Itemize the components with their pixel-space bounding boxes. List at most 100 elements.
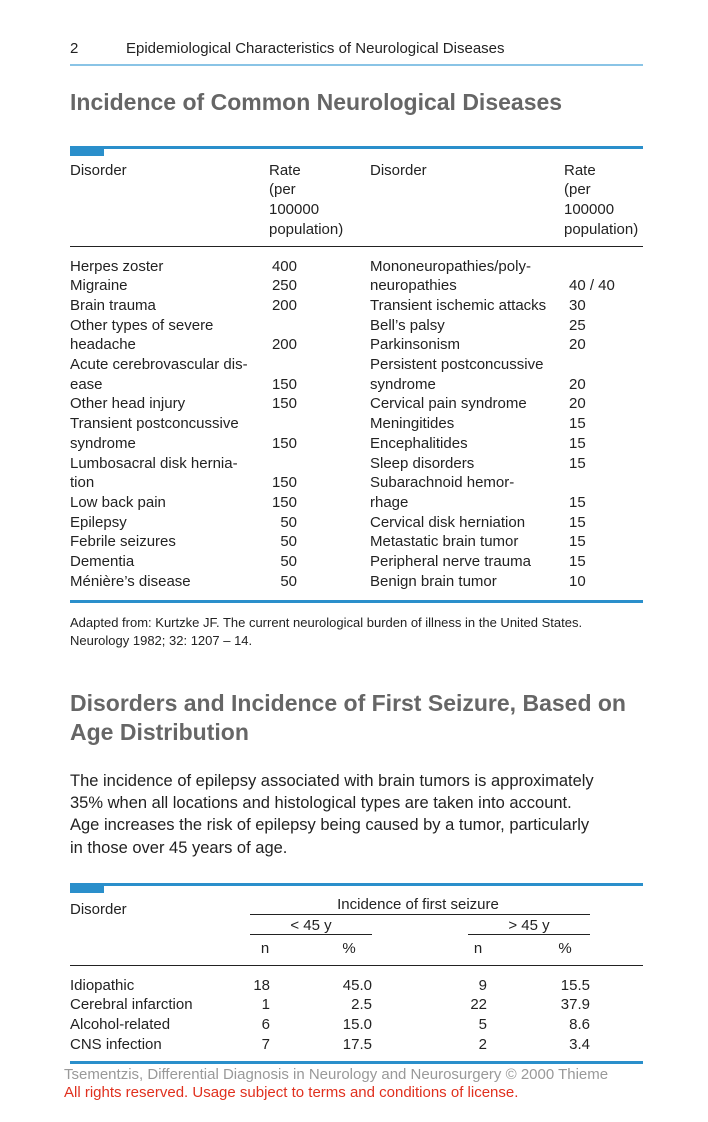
page-number: 2 <box>70 39 79 57</box>
header-rule <box>70 64 643 66</box>
rate-cell: 15 <box>569 533 586 551</box>
group-rule <box>250 914 590 915</box>
disorder-cell: Encephalitides <box>370 434 468 452</box>
value-cell: 37.9 <box>560 996 590 1014</box>
disorder-cell: Febrile seizures <box>70 533 176 551</box>
value-cell: 1 <box>261 996 270 1014</box>
disorder-cell: Cervical pain syndrome <box>370 395 527 413</box>
rate-cell: 150 <box>271 434 297 452</box>
disorder-cell: Transient postconcussive <box>70 415 239 433</box>
disorder-cell: Alcohol-related <box>70 1015 171 1033</box>
disorder-cell: Benign brain tumor <box>370 572 497 590</box>
disorder-cell: Parkinsonism <box>370 336 461 354</box>
disorder-cell: Cerebral infarction <box>70 996 193 1014</box>
disorder-cell: Idiopathic <box>70 976 135 994</box>
disorder-cell: Acute cerebrovascular dis- <box>70 356 248 373</box>
column-header: (per <box>269 181 296 199</box>
value-cell: 15.0 <box>342 1015 372 1033</box>
table-tab <box>70 146 104 156</box>
rate-cell: 15 <box>569 415 586 433</box>
table-rule <box>70 965 643 966</box>
column-header: 100000 <box>269 200 320 218</box>
section-title: Disorders and Incidence of First Seizure… <box>70 689 626 716</box>
disorder-cell: rhage <box>370 493 409 511</box>
rate-cell: 150 <box>271 474 297 492</box>
table-rule <box>70 246 643 247</box>
rate-cell: 50 <box>280 553 297 570</box>
value-cell: 2 <box>478 1035 487 1053</box>
disorder-cell: Cervical disk herniation <box>370 513 526 531</box>
rate-cell: 150 <box>271 375 297 393</box>
subheader: n <box>260 939 270 957</box>
column-header: (per <box>564 181 591 199</box>
disorder-cell: syndrome <box>70 434 136 452</box>
disorder-cell: Migraine <box>70 277 128 295</box>
value-cell: 18 <box>253 976 270 994</box>
paragraph-line: The incidence of epilepsy associated wit… <box>70 771 594 790</box>
column-header: Disorder <box>70 161 127 179</box>
disorder-cell: Herpes zoster <box>70 257 164 275</box>
table-top-bar <box>70 146 643 149</box>
running-title: Epidemiological Characteristics of Neuro… <box>126 39 505 57</box>
disorder-cell: Dementia <box>70 553 135 570</box>
rate-cell: 15 <box>569 493 586 511</box>
section-title: Incidence of Common Neurological Disease… <box>70 88 563 115</box>
column-header: Rate <box>269 161 301 179</box>
rate-cell: 20 <box>569 395 586 413</box>
rate-cell: 400 <box>271 257 297 275</box>
paragraph-line: 35% when all locations and histological … <box>70 794 572 813</box>
rate-cell: 20 <box>569 375 586 393</box>
paragraph-line: Age increases the risk of epilepsy being… <box>70 816 590 835</box>
value-cell: 8.6 <box>569 1015 590 1033</box>
disorder-cell: neuropathies <box>370 277 457 295</box>
subheader: n <box>473 939 483 957</box>
value-cell: 2.5 <box>351 996 372 1014</box>
rate-cell: 15 <box>569 434 586 452</box>
disorder-cell: Meningitides <box>370 415 455 433</box>
rate-cell: 15 <box>569 454 586 472</box>
disorder-cell: tion <box>70 474 95 492</box>
rate-cell: 200 <box>271 336 297 354</box>
rate-cell: 200 <box>271 296 297 314</box>
footer-rights: All rights reserved. Usage subject to te… <box>64 1083 519 1101</box>
rate-cell: 15 <box>569 513 586 531</box>
rate-cell: 15 <box>569 553 586 570</box>
rate-cell: 50 <box>280 572 297 590</box>
age-header: < 45 y <box>290 916 332 934</box>
age-rule <box>468 934 590 935</box>
column-header: Disorder <box>70 900 127 918</box>
footer-copyright: Tsementzis, Differential Diagnosis in Ne… <box>64 1065 609 1083</box>
disorder-cell: headache <box>70 336 136 354</box>
section-title: Age Distribution <box>70 718 249 745</box>
disorder-cell: syndrome <box>370 375 436 393</box>
value-cell: 9 <box>478 976 487 994</box>
column-header: 100000 <box>564 200 615 218</box>
disorder-cell: Mononeuropathies/poly- <box>370 257 531 275</box>
disorder-cell: Other head injury <box>70 395 186 413</box>
disorder-cell: Metastatic brain tumor <box>370 533 519 551</box>
disorder-cell: Subarachnoid hemor- <box>370 474 515 492</box>
paragraph-line: in those over 45 years of age. <box>70 838 288 857</box>
disorder-cell: Ménière’s disease <box>70 572 191 590</box>
rate-cell: 30 <box>569 296 586 314</box>
subheader: % <box>558 939 572 957</box>
disorder-cell: Other types of severe <box>70 316 214 334</box>
disorder-cell: Transient ischemic attacks <box>370 296 547 314</box>
table-bottom-bar <box>70 1061 643 1064</box>
rate-cell: 150 <box>271 493 297 511</box>
subheader: % <box>342 939 356 957</box>
disorder-cell: Sleep disorders <box>370 454 475 472</box>
table-top-bar <box>70 883 643 886</box>
table-bottom-bar <box>70 600 643 603</box>
rate-cell: 40 / 40 <box>569 277 615 295</box>
group-header: Incidence of first seizure <box>337 895 499 913</box>
age-header: > 45 y <box>508 916 550 934</box>
disorder-cell: Low back pain <box>70 493 166 511</box>
disorder-cell: ease <box>70 375 103 393</box>
rate-cell: 25 <box>569 316 586 334</box>
column-header: population) <box>564 220 639 238</box>
value-cell: 15.5 <box>560 976 590 994</box>
disorder-cell: CNS infection <box>70 1035 162 1053</box>
value-cell: 3.4 <box>569 1035 590 1053</box>
